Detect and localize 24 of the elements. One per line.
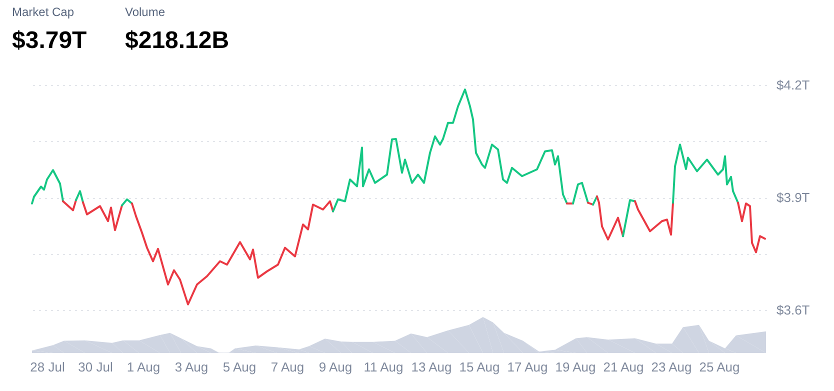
text: $218.12B xyxy=(125,27,230,54)
text: $3.79T xyxy=(12,27,88,54)
x-tick-label: 28 Jul xyxy=(30,360,65,374)
x-tick-label: 7 Aug xyxy=(270,360,304,374)
y-tick-label: $4.2T xyxy=(776,78,810,92)
x-tick-label: 1 Aug xyxy=(126,360,160,374)
line-series xyxy=(572,182,589,204)
x-tick-label: 25 Aug xyxy=(699,360,740,374)
y-tick-label: $3.6T xyxy=(776,302,810,318)
x-tick-label: 19 Aug xyxy=(555,360,596,374)
x-tick-label: 5 Aug xyxy=(222,360,256,374)
x-tick-label: 11 Aug xyxy=(364,360,404,374)
line-series xyxy=(737,202,766,254)
x-tick-label: 30 Jul xyxy=(78,360,113,374)
x-tick-label: 21 Aug xyxy=(603,360,644,374)
y-tick-label: $3.9T xyxy=(776,190,810,205)
text: Volume xyxy=(125,5,166,19)
x-tick-label: 9 Aug xyxy=(318,360,352,374)
x-tick-label: 23 Aug xyxy=(651,360,692,374)
text: Market Cap xyxy=(12,5,74,19)
x-tick-label: 13 Aug xyxy=(411,360,452,374)
x-tick-label: 15 Aug xyxy=(459,360,500,374)
x-tick-label: 17 Aug xyxy=(507,360,548,374)
x-tick-label: 3 Aug xyxy=(174,360,208,374)
